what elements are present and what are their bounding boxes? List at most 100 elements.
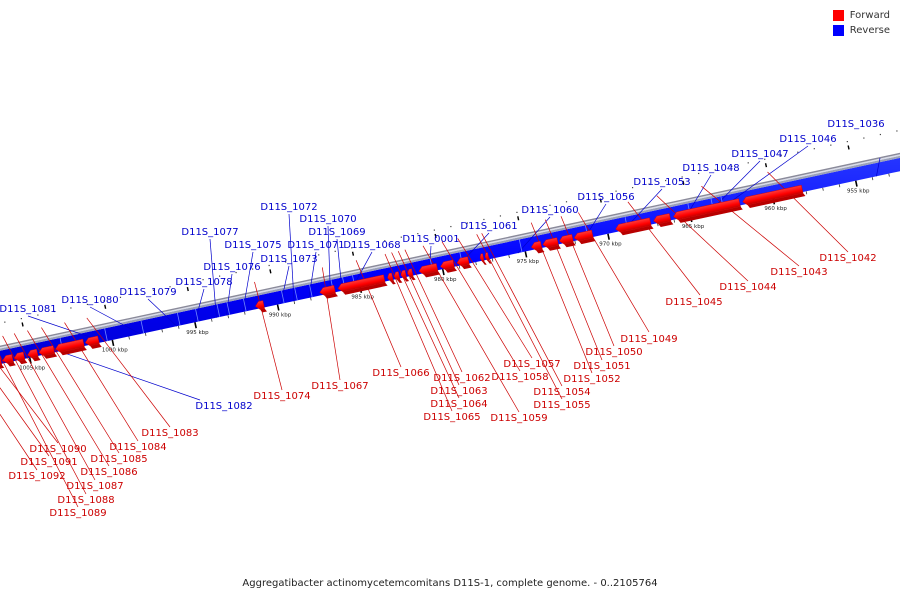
gene-label-d11s-1050[interactable]: D11S_1050	[585, 347, 642, 358]
gene-label-d11s-1063[interactable]: D11S_1063	[430, 386, 487, 397]
forward-gene-feature[interactable]	[393, 271, 403, 284]
gene-label-d11s-1045[interactable]: D11S_1045	[665, 297, 722, 308]
forward-gene-feature[interactable]	[38, 345, 58, 360]
gene-label-d11s-1088[interactable]: D11S_1088	[57, 495, 114, 506]
forward-gene-feature[interactable]	[573, 229, 596, 246]
gene-label-d11s-1086[interactable]: D11S_1086	[80, 467, 137, 478]
gene-label-d11s-1064[interactable]: D11S_1064	[430, 399, 487, 410]
gene-label-d11s-1078[interactable]: D11S_1078	[175, 277, 232, 288]
scale-tick-label: 1005 kbp	[19, 365, 45, 371]
forward-gene-feature[interactable]	[337, 274, 388, 296]
gene-label-d11s-1091[interactable]: D11S_1091	[20, 457, 77, 468]
gene-label-d11s-1075[interactable]: D11S_1075	[224, 240, 281, 251]
forward-gene-feature[interactable]	[0, 356, 5, 371]
forward-gene-feature[interactable]	[13, 351, 28, 366]
forward-gene-feature[interactable]	[319, 285, 338, 300]
gene-label-d11s-1079[interactable]: D11S_1079	[119, 287, 176, 298]
forward-gene-feature[interactable]	[440, 259, 457, 274]
gene-label-d11s-1061[interactable]: D11S_1061	[460, 221, 517, 232]
gene-label-d11s-1046[interactable]: D11S_1046	[779, 134, 836, 145]
gene-label-d11s-1043[interactable]: D11S_1043	[770, 267, 827, 278]
reverse-gene-feature[interactable]	[294, 287, 298, 301]
forward-gene-feature[interactable]	[84, 335, 102, 350]
forward-gene-feature[interactable]	[407, 268, 416, 281]
gene-label-d11s-1036[interactable]: D11S_1036	[827, 119, 884, 130]
reverse-gene-feature[interactable]	[226, 302, 231, 315]
gene-label-d11s-1068[interactable]: D11S_1068	[343, 240, 400, 251]
gene-label-d11s-1084[interactable]: D11S_1084	[109, 442, 166, 453]
gene-label-d11s-1056[interactable]: D11S_1056	[577, 192, 634, 203]
gene-label-d11s-1080[interactable]: D11S_1080	[61, 295, 118, 306]
gene-label-d11s-1058[interactable]: D11S_1058	[491, 372, 548, 383]
forward-gene-arrow	[456, 256, 470, 267]
scale-tick-label: 965 kbp	[682, 224, 705, 230]
gene-label-d11s-0001[interactable]: D11S_0001	[402, 234, 459, 245]
forward-gene-feature[interactable]	[27, 348, 41, 363]
forward-gene-feature[interactable]	[479, 253, 487, 265]
gene-label-d11s-1065[interactable]: D11S_1065	[423, 412, 480, 423]
reverse-gene-feature[interactable]	[309, 284, 313, 298]
reverse-gene-feature[interactable]	[281, 290, 285, 304]
gene-label-d11s-1077[interactable]: D11S_1077	[181, 227, 238, 238]
gene-label-d11s-1042[interactable]: D11S_1042	[819, 253, 876, 264]
forward-gene-feature[interactable]	[559, 234, 576, 248]
gene-label-d11s-1069[interactable]: D11S_1069	[308, 227, 365, 238]
reverse-gene-feature[interactable]	[195, 308, 199, 322]
gene-label-d11s-1059[interactable]: D11S_1059	[490, 413, 547, 424]
gene-label-d11s-1049[interactable]: D11S_1049	[620, 334, 677, 345]
gene-label-d11s-1047[interactable]: D11S_1047	[731, 149, 788, 160]
gene-label-d11s-1066[interactable]: D11S_1066	[372, 368, 429, 379]
reverse-gene-feature[interactable]	[104, 328, 108, 342]
gene-label-d11s-1070[interactable]: D11S_1070	[299, 214, 356, 225]
forward-gene-feature[interactable]	[400, 269, 410, 283]
gene-label-d11s-1067[interactable]: D11S_1067	[311, 381, 368, 392]
gene-label-d11s-1090[interactable]: D11S_1090	[29, 444, 86, 455]
gene-label-d11s-1052[interactable]: D11S_1052	[563, 374, 620, 385]
forward-gene-feature[interactable]	[55, 338, 87, 357]
gene-label-d11s-1044[interactable]: D11S_1044	[719, 282, 776, 293]
forward-gene-side	[342, 282, 388, 295]
forward-gene-arrow	[615, 217, 652, 233]
gene-label-d11s-1074[interactable]: D11S_1074	[253, 391, 310, 402]
reverse-gene-feature[interactable]	[518, 239, 523, 253]
gene-label-d11s-1085[interactable]: D11S_1085	[90, 454, 147, 465]
gene-label-d11s-1060[interactable]: D11S_1060	[521, 205, 578, 216]
gene-label-d11s-1081[interactable]: D11S_1081	[0, 304, 57, 315]
gene-label-d11s-1053[interactable]: D11S_1053	[633, 177, 690, 188]
forward-gene-feature[interactable]	[2, 354, 16, 368]
gene-label-d11s-1087[interactable]: D11S_1087	[66, 481, 123, 492]
gene-label-d11s-1054[interactable]: D11S_1054	[533, 387, 590, 398]
legend-label-forward: Forward	[849, 10, 890, 21]
forward-gene-feature[interactable]	[255, 300, 267, 313]
minor-tick-dot	[433, 229, 435, 231]
forward-gene-side	[397, 279, 403, 284]
gene-label-d11s-1092[interactable]: D11S_1092	[8, 471, 65, 482]
reverse-gene-feature[interactable]	[243, 298, 247, 312]
forward-gene-feature[interactable]	[615, 217, 654, 236]
gene-label-d11s-1072[interactable]: D11S_1072	[260, 202, 317, 213]
gene-label-d11s-1082[interactable]: D11S_1082	[195, 401, 252, 412]
gene-label-d11s-1055[interactable]: D11S_1055	[533, 400, 590, 411]
forward-gene-feature[interactable]	[742, 184, 806, 209]
forward-gene-feature[interactable]	[418, 263, 441, 279]
gene-label-d11s-1083[interactable]: D11S_1083	[141, 428, 198, 439]
reverse-gene-feature[interactable]	[140, 320, 145, 334]
gene-label-d11s-1089[interactable]: D11S_1089	[49, 508, 106, 519]
gene-label-d11s-1071[interactable]: D11S_1071	[287, 240, 344, 251]
forward-gene-feature[interactable]	[542, 237, 561, 252]
gene-label-d11s-1051[interactable]: D11S_1051	[573, 361, 630, 372]
forward-gene-feature[interactable]	[484, 252, 492, 264]
reverse-gene-feature[interactable]	[216, 304, 221, 318]
gene-label-d11s-1062[interactable]: D11S_1062	[433, 373, 490, 384]
gene-label-d11s-1057[interactable]: D11S_1057	[503, 359, 560, 370]
forward-gene-arrow	[531, 240, 543, 251]
reverse-gene-feature[interactable]	[176, 312, 181, 326]
forward-gene-feature[interactable]	[387, 272, 396, 286]
forward-gene-feature[interactable]	[673, 198, 743, 224]
gene-label-d11s-1073[interactable]: D11S_1073	[260, 254, 317, 265]
gene-label-d11s-1076[interactable]: D11S_1076	[203, 262, 260, 273]
forward-gene-feature[interactable]	[653, 213, 674, 228]
forward-gene-feature[interactable]	[456, 256, 472, 270]
forward-gene-feature[interactable]	[530, 240, 545, 255]
gene-label-d11s-1048[interactable]: D11S_1048	[682, 163, 739, 174]
